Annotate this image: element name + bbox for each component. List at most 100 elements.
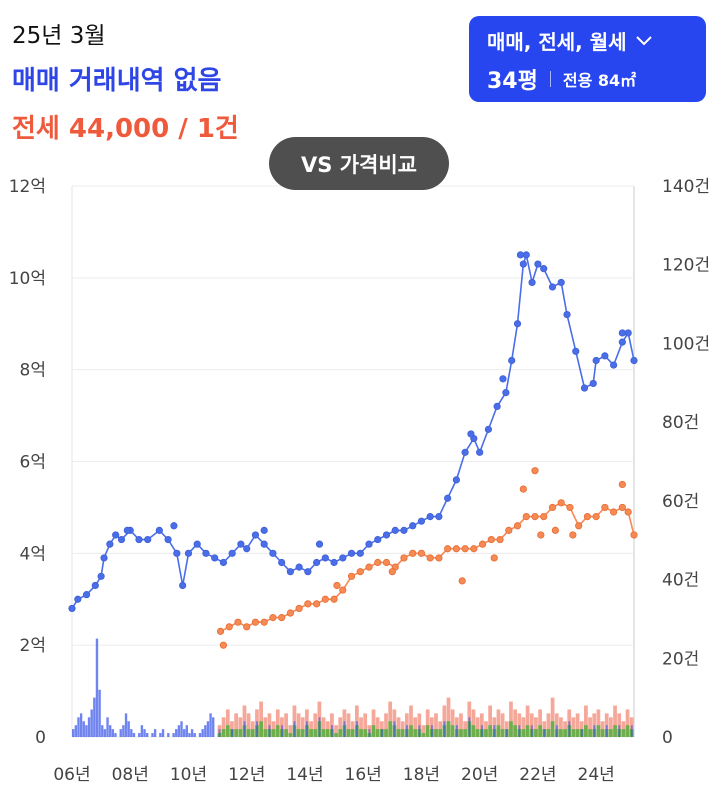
sale-price-point xyxy=(528,278,536,287)
sale-volume-bar xyxy=(281,725,283,737)
monthly-volume-bar xyxy=(363,729,368,737)
jeonse-volume-bar xyxy=(588,717,592,737)
jeonse-price-point xyxy=(601,503,609,512)
sale-price-point xyxy=(237,540,245,548)
sale-volume-bar xyxy=(159,733,162,737)
sale-volume-bar xyxy=(231,729,233,737)
monthly-volume-bar xyxy=(534,729,538,737)
trade-type-selector[interactable]: 매매, 전세, 월세 34평 전용 84㎡ xyxy=(469,16,706,102)
sale-price-point xyxy=(106,540,114,548)
monthly-volume-bar xyxy=(513,725,517,737)
y-left-tick-label: 10억 xyxy=(9,269,46,289)
monthly-volume-bar xyxy=(609,729,613,737)
monthly-volume-bar xyxy=(288,733,293,737)
monthly-volume-bar xyxy=(409,725,413,737)
vs-compare-button[interactable]: VS 가격비교 xyxy=(269,137,449,190)
jeonse-volume-bar xyxy=(288,725,293,737)
sale-price-point xyxy=(295,563,303,571)
sale-volume-bar xyxy=(106,717,109,737)
y-left-tick-label: 4억 xyxy=(20,544,46,564)
sale-price-point xyxy=(400,526,408,534)
y-left-tick-label: 2억 xyxy=(20,636,46,656)
jeonse-price-point xyxy=(551,526,559,534)
jeonse-volume-bar xyxy=(379,721,384,737)
jeonse-volume-bar xyxy=(230,721,234,737)
grid-lines xyxy=(71,185,635,738)
sale-volume-bar xyxy=(185,725,188,737)
divider xyxy=(549,71,551,87)
sale-price-point xyxy=(513,320,522,328)
monthly-volume-bar xyxy=(538,725,542,737)
jeonse-price-point xyxy=(557,499,565,507)
monthly-volume-bar xyxy=(625,725,630,737)
sale-volume-bar xyxy=(190,729,194,737)
jeonse-volume-bar xyxy=(313,713,318,737)
y-right-tick-label: 80건 xyxy=(662,413,699,433)
sale-volume-bar xyxy=(256,721,258,737)
x-tick-label: 18년 xyxy=(403,765,440,785)
size-row: 34평 전용 84㎡ xyxy=(487,63,688,95)
sale-volume-bar xyxy=(167,733,170,737)
sale-price-point xyxy=(330,558,338,567)
jeonse-price-point xyxy=(388,568,396,576)
jeonse-price-point xyxy=(365,563,373,571)
jeonse-price-point xyxy=(478,540,487,548)
sale-price-point xyxy=(610,361,618,369)
sale-price-point xyxy=(519,260,527,268)
jeonse-price-point xyxy=(618,503,626,512)
jeonse-price-point xyxy=(470,545,478,553)
jeonse-price-point xyxy=(400,554,408,562)
jeonse-volume-bar xyxy=(375,717,380,737)
month-label: 25년 3월 xyxy=(12,23,106,49)
jeonse-price-point xyxy=(417,549,426,557)
jeonse-price-point xyxy=(487,535,495,544)
monthly-volume-bar xyxy=(388,721,393,737)
jeonse-volume-bar xyxy=(484,721,488,737)
y-left-tick-label: 6억 xyxy=(20,453,46,473)
jeonse-volume-bar xyxy=(613,705,617,737)
jeonse-volume-bar xyxy=(600,721,605,737)
jeonse-price-point xyxy=(356,568,364,576)
sale-price-point xyxy=(82,591,91,599)
jeonse-price-point xyxy=(444,545,452,553)
sale-volume-bar xyxy=(268,725,271,737)
sale-price-point xyxy=(618,329,626,337)
sale-volume-bar xyxy=(318,717,321,737)
monthly-volume-bar xyxy=(450,725,455,737)
jeonse-volume-bar xyxy=(300,717,305,737)
sale-volume-bar xyxy=(111,729,115,737)
x-tick-label: 08년 xyxy=(112,765,149,785)
jeonse-volume-bar xyxy=(275,709,280,737)
sale-volume-bar xyxy=(90,709,93,737)
sale-price-point xyxy=(155,526,163,534)
sale-price-point xyxy=(211,554,219,562)
sale-price-point xyxy=(74,595,82,603)
sale-volume-bar xyxy=(568,721,571,737)
jeonse-price-point xyxy=(219,641,228,649)
jeonse-price-point xyxy=(505,526,513,534)
jeonse-volume-bar xyxy=(546,713,551,737)
jeonse-volume-bar xyxy=(500,713,505,737)
sale-price-point xyxy=(100,554,108,562)
price-lines xyxy=(68,251,638,649)
jeonse-volume-bar xyxy=(584,705,588,737)
sale-price-point xyxy=(193,540,201,548)
sale-price-point xyxy=(374,535,382,544)
jeonse-volume-bar xyxy=(409,705,413,737)
jeonse-volume-bar xyxy=(488,705,493,737)
sale-volume-bar xyxy=(93,697,96,737)
sale-price-point xyxy=(417,517,426,525)
sale-volume-bar xyxy=(368,729,371,737)
sale-price-point xyxy=(173,549,181,557)
monthly-volume-bar xyxy=(446,721,451,737)
monthly-volume-bar xyxy=(400,729,405,737)
sale-price-point xyxy=(304,568,312,576)
sale-price-point xyxy=(502,389,510,397)
monthly-volume-bar xyxy=(334,733,338,737)
sale-price-point xyxy=(347,549,356,557)
y-right-tick-label: 20건 xyxy=(662,649,699,669)
monthly-volume-bar xyxy=(371,725,376,737)
jeonse-volume-bar xyxy=(325,721,330,737)
jeonse-volume-bar xyxy=(350,721,355,737)
sale-price-point xyxy=(467,430,475,438)
